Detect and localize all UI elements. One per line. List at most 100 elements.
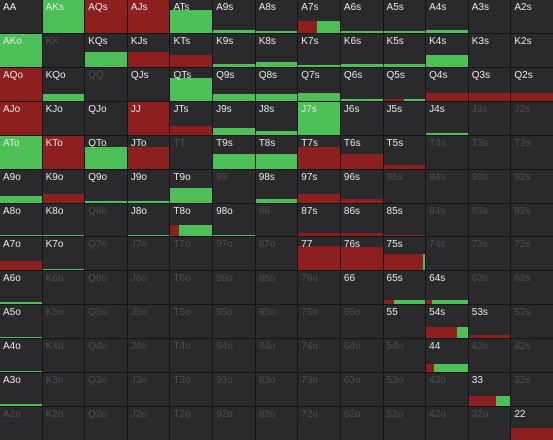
hand-cell[interactable]: 72s — [511, 237, 553, 271]
hand-cell[interactable]: K9s — [213, 33, 255, 67]
hand-cell[interactable]: 95o — [213, 305, 255, 339]
hand-cell[interactable]: 65o — [340, 305, 383, 339]
hand-cell[interactable]: J5s — [383, 101, 426, 135]
hand-cell[interactable]: A9s — [213, 0, 255, 33]
hand-cell[interactable]: Q9s — [213, 67, 255, 101]
hand-cell[interactable]: K6o — [42, 271, 85, 305]
hand-cell[interactable]: K2s — [511, 33, 553, 67]
hand-cell[interactable]: K7s — [298, 33, 340, 67]
hand-cell[interactable]: J7o — [127, 237, 170, 271]
hand-cell[interactable]: A5o — [0, 305, 42, 339]
hand-cell[interactable]: Q7s — [298, 67, 340, 101]
hand-cell[interactable]: J3o — [127, 373, 170, 407]
hand-cell[interactable]: 97s — [298, 169, 340, 203]
hand-cell[interactable]: Q6s — [340, 67, 383, 101]
hand-cell[interactable]: 53s — [468, 305, 511, 339]
hand-cell[interactable]: K5o — [42, 305, 85, 339]
hand-cell[interactable]: 82s — [511, 203, 553, 237]
hand-cell[interactable]: K8o — [42, 203, 85, 237]
hand-cell[interactable]: Q2s — [511, 67, 553, 101]
hand-cell[interactable]: A3s — [468, 0, 511, 33]
hand-cell[interactable]: A4o — [0, 339, 42, 373]
hand-cell[interactable]: 54o — [383, 339, 426, 373]
hand-cell[interactable]: K6s — [340, 33, 383, 67]
hand-cell[interactable]: 82o — [255, 407, 298, 440]
hand-cell[interactable]: 93o — [213, 373, 255, 407]
hand-cell[interactable]: Q3o — [85, 373, 127, 407]
hand-cell[interactable]: AJo — [0, 101, 42, 135]
hand-cell[interactable]: 22 — [511, 407, 553, 440]
hand-cell[interactable]: A7s — [298, 0, 340, 33]
hand-cell[interactable]: J8o — [127, 203, 170, 237]
hand-cell[interactable]: T8o — [170, 203, 213, 237]
hand-cell[interactable]: 33 — [468, 373, 511, 407]
hand-cell[interactable]: K4o — [42, 339, 85, 373]
hand-cell[interactable]: A6o — [0, 271, 42, 305]
hand-cell[interactable]: AA — [0, 0, 42, 33]
hand-cell[interactable]: J8s — [255, 101, 298, 135]
hand-cell[interactable]: T6o — [170, 271, 213, 305]
hand-cell[interactable]: 94s — [426, 169, 468, 203]
hand-cell[interactable]: K8s — [255, 33, 298, 67]
hand-cell[interactable]: T2o — [170, 407, 213, 440]
hand-cell[interactable]: Q5o — [85, 305, 127, 339]
hand-cell[interactable]: 65s — [383, 271, 426, 305]
hand-cell[interactable]: 84s — [426, 203, 468, 237]
hand-cell[interactable]: A2s — [511, 0, 553, 33]
hand-cell[interactable]: K5s — [383, 33, 426, 67]
hand-cell[interactable]: KTs — [170, 33, 213, 67]
hand-cell[interactable]: T4o — [170, 339, 213, 373]
hand-cell[interactable]: 64s — [426, 271, 468, 305]
hand-cell[interactable]: T8s — [255, 135, 298, 169]
hand-cell[interactable]: Q5s — [383, 67, 426, 101]
hand-cell[interactable]: J9o — [127, 169, 170, 203]
hand-cell[interactable]: 96o — [213, 271, 255, 305]
hand-cell[interactable]: 43s — [468, 339, 511, 373]
hand-cell[interactable]: 88 — [255, 203, 298, 237]
hand-cell[interactable]: Q4s — [426, 67, 468, 101]
hand-cell[interactable]: 42o — [426, 407, 468, 440]
hand-cell[interactable]: 85s — [383, 203, 426, 237]
hand-cell[interactable]: K2o — [42, 407, 85, 440]
hand-cell[interactable]: JJ — [127, 101, 170, 135]
hand-cell[interactable]: 32s — [511, 373, 553, 407]
hand-cell[interactable]: J6o — [127, 271, 170, 305]
hand-cell[interactable]: T7s — [298, 135, 340, 169]
hand-cell[interactable]: A6s — [340, 0, 383, 33]
hand-cell[interactable]: J3s — [468, 101, 511, 135]
hand-cell[interactable]: K3o — [42, 373, 85, 407]
hand-cell[interactable]: KQo — [42, 67, 85, 101]
hand-cell[interactable]: J9s — [213, 101, 255, 135]
hand-cell[interactable]: T9s — [213, 135, 255, 169]
hand-cell[interactable]: 62o — [340, 407, 383, 440]
hand-cell[interactable]: 92s — [511, 169, 553, 203]
hand-cell[interactable]: 63o — [340, 373, 383, 407]
hand-cell[interactable]: ATo — [0, 135, 42, 169]
hand-cell[interactable]: Q2o — [85, 407, 127, 440]
hand-cell[interactable]: A7o — [0, 237, 42, 271]
hand-cell[interactable]: 76s — [340, 237, 383, 271]
hand-cell[interactable]: QJs — [127, 67, 170, 101]
hand-cell[interactable]: 75o — [298, 305, 340, 339]
hand-cell[interactable]: 86o — [255, 271, 298, 305]
hand-cell[interactable]: J5o — [127, 305, 170, 339]
hand-cell[interactable]: 83s — [468, 203, 511, 237]
hand-cell[interactable]: T5s — [383, 135, 426, 169]
hand-cell[interactable]: 96s — [340, 169, 383, 203]
hand-cell[interactable]: 66 — [340, 271, 383, 305]
hand-cell[interactable]: K3s — [468, 33, 511, 67]
hand-cell[interactable]: 77 — [298, 237, 340, 271]
hand-cell[interactable]: T2s — [511, 135, 553, 169]
hand-cell[interactable]: T9o — [170, 169, 213, 203]
hand-cell[interactable]: TT — [170, 135, 213, 169]
hand-cell[interactable]: A3o — [0, 373, 42, 407]
hand-cell[interactable]: 87s — [298, 203, 340, 237]
hand-cell[interactable]: A5s — [383, 0, 426, 33]
hand-cell[interactable]: 74o — [298, 339, 340, 373]
hand-cell[interactable]: T4s — [426, 135, 468, 169]
hand-cell[interactable]: A8o — [0, 203, 42, 237]
hand-cell[interactable]: 54s — [426, 305, 468, 339]
hand-cell[interactable]: J4o — [127, 339, 170, 373]
hand-cell[interactable]: A9o — [0, 169, 42, 203]
hand-cell[interactable]: 76o — [298, 271, 340, 305]
